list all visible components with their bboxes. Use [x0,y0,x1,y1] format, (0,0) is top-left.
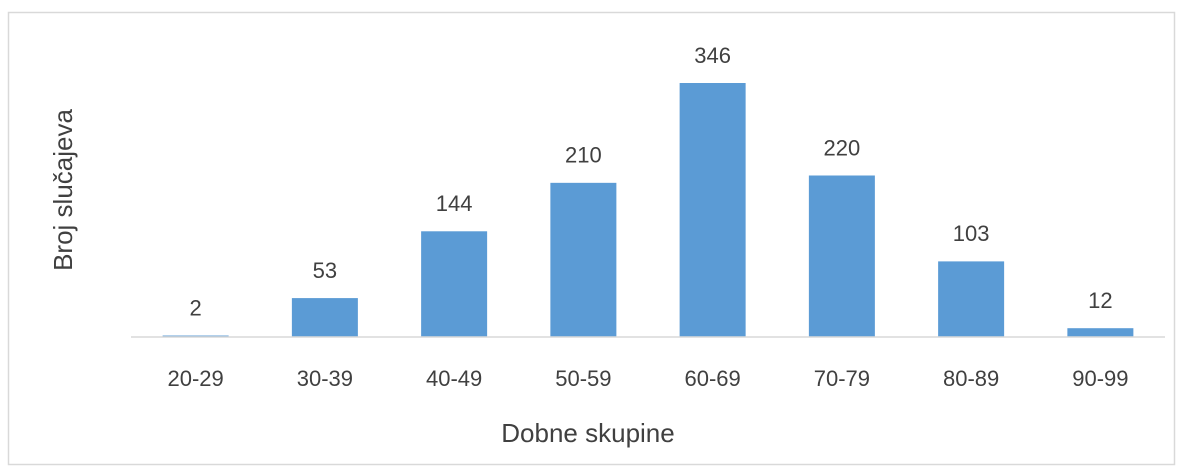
bar [291,298,358,337]
bar [1067,328,1134,337]
data-label: 53 [313,258,337,283]
bar [808,175,875,337]
bar [679,83,746,337]
data-label: 210 [565,143,602,168]
data-label: 2 [190,295,202,320]
bar [550,182,617,337]
x-tick-label: 70-79 [814,366,870,391]
x-tick-label: 40-49 [426,366,482,391]
x-tick-label: 60-69 [684,366,740,391]
data-label: 12 [1088,288,1112,313]
y-axis-title: Broj slučajeva [48,109,78,271]
data-label: 346 [694,43,731,68]
x-tick-label: 30-39 [297,366,353,391]
bar [421,231,488,337]
x-axis-title: Dobne skupine [501,418,674,448]
bar [938,261,1005,337]
x-tick-label: 80-89 [943,366,999,391]
data-label: 103 [953,221,990,246]
data-label: 220 [824,135,861,160]
data-label: 144 [436,191,473,216]
x-tick-label: 50-59 [555,366,611,391]
x-tick-label: 20-29 [167,366,223,391]
x-tick-label: 90-99 [1072,366,1128,391]
